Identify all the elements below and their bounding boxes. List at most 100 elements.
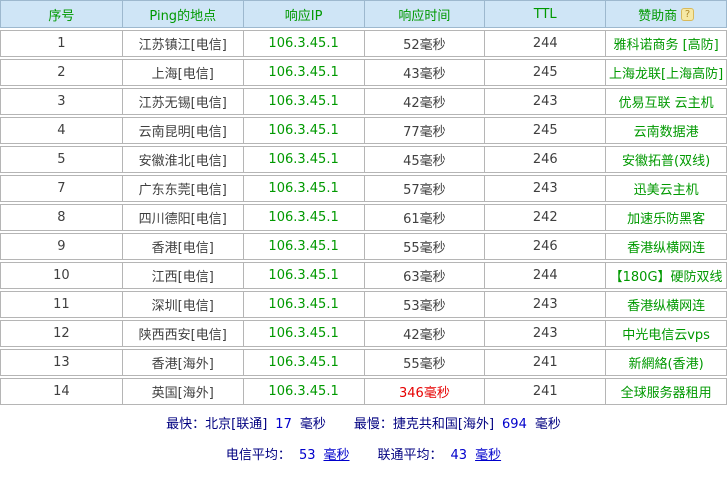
sponsor-link[interactable]: 全球服务器租用 [605,379,726,404]
sponsor-link[interactable]: 中光电信云vps [605,321,726,346]
row-number: 10 [53,268,70,283]
response-ip-link[interactable]: 106.3.45.1 [242,89,364,114]
telecom-avg-unit[interactable]: 毫秒 [323,448,350,463]
header-number: 序号 [48,8,75,24]
response-ip-link[interactable]: 106.3.45.1 [242,263,364,288]
response-time: 77毫秒 [363,118,485,143]
ping-location: 广东东莞[电信] [121,176,243,201]
sponsor-link[interactable]: 上海龙联[上海高防] [605,60,726,85]
ttl-value: 243 [484,292,605,317]
fastest-label: 最快： [166,417,206,432]
row-number: 7 [57,181,66,196]
sponsor-link[interactable]: 香港纵横网连 [605,234,726,259]
ttl-value: 244 [484,31,605,56]
response-time: 61毫秒 [363,205,485,230]
response-ip-link[interactable]: 106.3.45.1 [242,292,364,317]
response-time: 52毫秒 [363,31,485,56]
response-ip-link[interactable]: 106.3.45.1 [242,234,364,259]
ttl-value: 243 [484,89,605,114]
slowest-value: 694 [502,417,527,432]
header-ttl: TTL [484,1,605,27]
table-row: 9 香港[电信] 106.3.45.1 55毫秒 246 香港纵横网连 [0,233,727,260]
ttl-value: 246 [484,147,605,172]
table-row: 14 英国[海外] 106.3.45.1 346毫秒 241 全球服务器租用 [0,378,727,405]
response-ip-link[interactable]: 106.3.45.1 [242,147,364,172]
unicom-avg-unit[interactable]: 毫秒 [475,448,502,463]
response-ip-link[interactable]: 106.3.45.1 [242,350,364,375]
ping-location: 深圳[电信] [121,292,243,317]
table-row: 3 江苏无锡[电信] 106.3.45.1 42毫秒 243 优易互联 云主机 [0,88,727,115]
ping-location: 安徽淮北[电信] [121,147,243,172]
sponsor-link[interactable]: 香港纵横网连 [605,292,726,317]
response-ip-link[interactable]: 106.3.45.1 [242,31,364,56]
slowest-unit: 毫秒 [534,417,561,432]
ttl-value: 243 [484,321,605,346]
row-number: 2 [57,65,66,80]
table-row: 4 云南昆明[电信] 106.3.45.1 77毫秒 245 云南数据港 [0,117,727,144]
ttl-value: 241 [484,350,605,375]
row-number: 1 [57,36,66,51]
ping-location: 英国[海外] [121,379,243,404]
ttl-value: 242 [484,205,605,230]
table-row: 11 深圳[电信] 106.3.45.1 53毫秒 243 香港纵横网连 [0,291,727,318]
response-time: 55毫秒 [363,350,485,375]
sponsor-link[interactable]: 新網絡(香港) [605,350,726,375]
summary-averages: 电信平均： 53 毫秒 联通平均： 43 毫秒 [0,444,727,463]
table-body: 1 江苏镇江[电信] 106.3.45.1 52毫秒 244 雅科诺商务 [高防… [0,30,727,405]
header-ping-location: Ping的地点 [121,1,243,27]
response-time: 63毫秒 [363,263,485,288]
sponsor-link[interactable]: 云南数据港 [605,118,726,143]
sponsor-link[interactable]: 迅美云主机 [605,176,726,201]
help-icon[interactable]: ? [681,7,695,21]
ttl-value: 243 [484,176,605,201]
sponsor-link[interactable]: 优易互联 云主机 [605,89,726,114]
table-row: 8 四川德阳[电信] 106.3.45.1 61毫秒 242 加速乐防黑客 [0,204,727,231]
response-time: 57毫秒 [363,176,485,201]
row-number: 5 [57,152,66,167]
table-header-row: 序号 Ping的地点 响应IP 响应时间 TTL 赞助商 ? [0,0,727,28]
response-time: 53毫秒 [363,292,485,317]
response-time: 43毫秒 [363,60,485,85]
fastest-location: 北京[联通] [205,417,268,432]
response-ip-link[interactable]: 106.3.45.1 [242,321,364,346]
ttl-value: 246 [484,234,605,259]
unicom-avg-label: 联通平均： [377,448,443,463]
header-response-ip: 响应IP [242,1,364,27]
ttl-value: 245 [484,118,605,143]
slowest-location: 捷克共和国[海外] [392,417,495,432]
row-number: 9 [57,239,66,254]
summary-fastest-slowest: 最快：北京[联通] 17 毫秒 最慢：捷克共和国[海外] 694 毫秒 [0,413,727,432]
response-ip-link[interactable]: 106.3.45.1 [242,60,364,85]
ping-location: 陕西西安[电信] [121,321,243,346]
ping-location: 江苏镇江[电信] [121,31,243,56]
response-time: 45毫秒 [363,147,485,172]
sponsor-link[interactable]: 雅科诺商务 [高防] [605,31,726,56]
ping-location: 香港[电信] [121,234,243,259]
summary-section: 最快：北京[联通] 17 毫秒 最慢：捷克共和国[海外] 694 毫秒 电信平均： 53 毫秒… [0,413,727,463]
response-ip-link[interactable]: 106.3.45.1 [242,176,364,201]
ping-location: 江苏无锡[电信] [121,89,243,114]
response-time: 42毫秒 [363,321,485,346]
response-time: 42毫秒 [363,89,485,114]
sponsor-link[interactable]: 【180G】硬防双线 [605,263,726,288]
ping-location: 香港[海外] [121,350,243,375]
response-ip-link[interactable]: 106.3.45.1 [242,118,364,143]
table-row: 5 安徽淮北[电信] 106.3.45.1 45毫秒 246 安徽拓普(双线) [0,146,727,173]
table-row: 12 陕西西安[电信] 106.3.45.1 42毫秒 243 中光电信云vps [0,320,727,347]
response-time: 55毫秒 [363,234,485,259]
ping-location: 四川德阳[电信] [121,205,243,230]
ping-results-table: 序号 Ping的地点 响应IP 响应时间 TTL 赞助商 ? 1 江苏镇江[电信… [0,0,727,405]
ttl-value: 244 [484,263,605,288]
telecom-avg-label: 电信平均： [225,448,291,463]
header-sponsor: 赞助商 ? [605,1,726,27]
header-response-time: 响应时间 [363,1,485,27]
sponsor-link[interactable]: 加速乐防黑客 [605,205,726,230]
response-ip-link[interactable]: 106.3.45.1 [242,379,364,404]
response-time: 346毫秒 [363,379,485,404]
ping-location: 江西[电信] [121,263,243,288]
response-ip-link[interactable]: 106.3.45.1 [242,205,364,230]
row-number: 8 [57,210,66,225]
sponsor-link[interactable]: 安徽拓普(双线) [605,147,726,172]
table-row: 13 香港[海外] 106.3.45.1 55毫秒 241 新網絡(香港) [0,349,727,376]
ttl-value: 241 [484,379,605,404]
